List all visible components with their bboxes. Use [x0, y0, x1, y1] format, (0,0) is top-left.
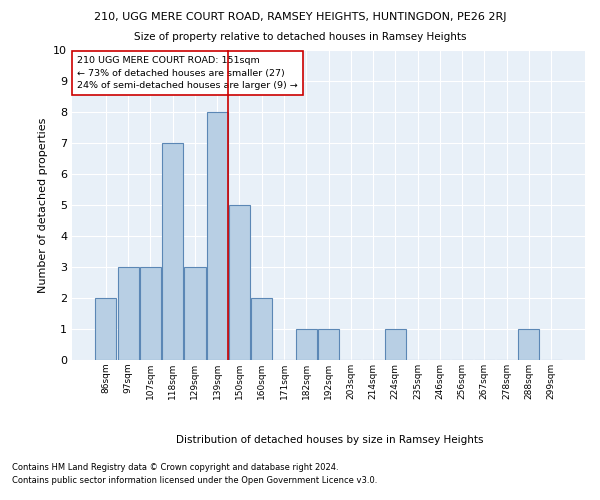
Bar — [518, 329, 539, 360]
Bar — [296, 329, 317, 360]
Bar — [229, 205, 250, 360]
Text: 210, UGG MERE COURT ROAD, RAMSEY HEIGHTS, HUNTINGDON, PE26 2RJ: 210, UGG MERE COURT ROAD, RAMSEY HEIGHTS… — [94, 12, 506, 22]
Bar — [385, 329, 406, 360]
Bar — [162, 143, 183, 360]
Bar — [118, 267, 139, 360]
Text: Contains HM Land Registry data © Crown copyright and database right 2024.: Contains HM Land Registry data © Crown c… — [12, 462, 338, 471]
Bar — [95, 298, 116, 360]
Y-axis label: Number of detached properties: Number of detached properties — [38, 118, 47, 292]
Text: Size of property relative to detached houses in Ramsey Heights: Size of property relative to detached ho… — [134, 32, 466, 42]
Text: Distribution of detached houses by size in Ramsey Heights: Distribution of detached houses by size … — [176, 435, 484, 445]
Bar — [184, 267, 206, 360]
Bar — [140, 267, 161, 360]
Text: Contains public sector information licensed under the Open Government Licence v3: Contains public sector information licen… — [12, 476, 377, 485]
Bar — [318, 329, 339, 360]
Bar — [206, 112, 228, 360]
Bar — [251, 298, 272, 360]
Text: 210 UGG MERE COURT ROAD: 151sqm
← 73% of detached houses are smaller (27)
24% of: 210 UGG MERE COURT ROAD: 151sqm ← 73% of… — [77, 56, 298, 90]
